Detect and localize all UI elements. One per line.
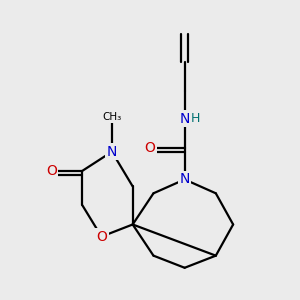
Text: CH₃: CH₃: [102, 112, 122, 122]
Text: N: N: [179, 172, 190, 186]
Text: O: O: [96, 230, 107, 244]
Text: O: O: [145, 141, 155, 155]
Text: N: N: [107, 145, 117, 159]
Text: O: O: [46, 164, 57, 178]
Text: N: N: [179, 112, 190, 126]
Text: H: H: [190, 112, 200, 125]
